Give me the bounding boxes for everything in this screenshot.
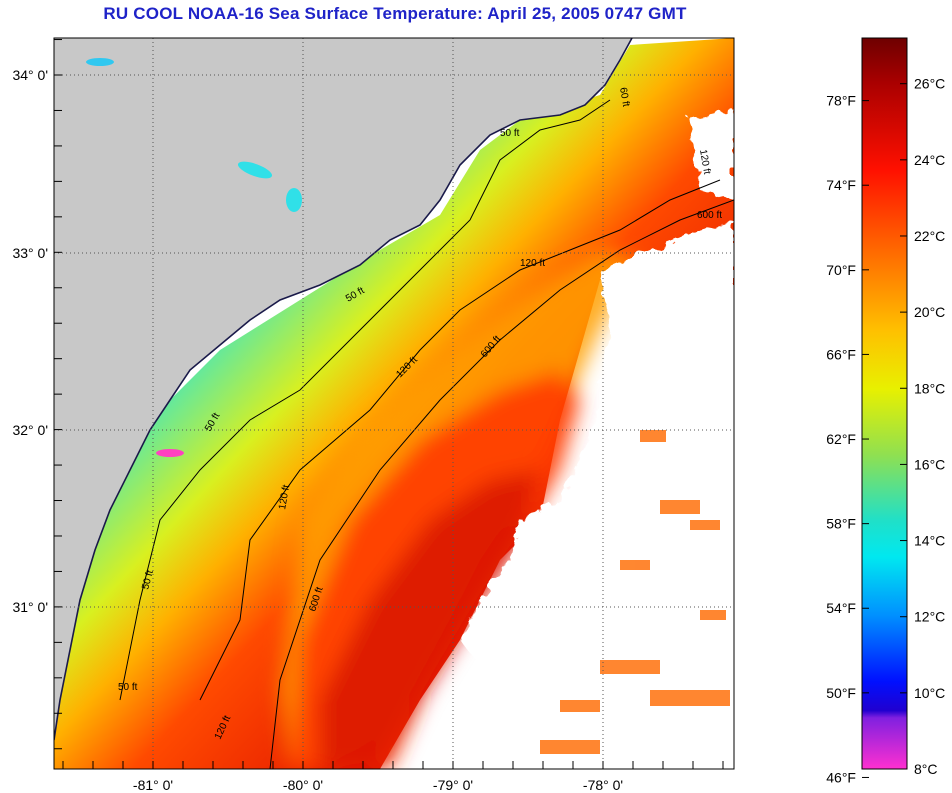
colorbar-ticks xyxy=(862,83,907,778)
graticule xyxy=(54,38,734,769)
longitude-labels: -81° 0' -80° 0' -79° 0' -78° 0' xyxy=(133,777,623,793)
fahrenheit-label: 66°F xyxy=(826,346,856,362)
fahrenheit-label: 50°F xyxy=(826,685,856,701)
contour-label: 50 ft xyxy=(140,569,156,591)
lon-label-81: -81° 0' xyxy=(133,777,173,793)
fahrenheit-label: 62°F xyxy=(826,431,856,447)
contour-label: 50 ft xyxy=(118,682,138,693)
land-mass xyxy=(54,38,632,740)
fahrenheit-label: 46°F xyxy=(826,769,856,785)
map-image xyxy=(54,38,734,769)
latitude-labels: 34° 0' 33° 0' 32° 0' 31° 0' xyxy=(12,67,48,615)
lat-label-34: 34° 0' xyxy=(12,67,48,83)
map-frame xyxy=(53,37,735,770)
colorbar-fahrenheit-labels: 78°F 74°F 70°F 66°F 62°F 58°F 54°F 50°F … xyxy=(826,93,856,786)
inland-lake xyxy=(86,58,114,66)
lat-label-31: 31° 0' xyxy=(12,599,48,615)
coastline xyxy=(54,38,633,741)
lon-label-80: -80° 0' xyxy=(283,777,323,793)
lat-label-33: 33° 0' xyxy=(12,245,48,261)
lon-label-79: -79° 0' xyxy=(433,777,473,793)
contour-label: 60 ft xyxy=(617,87,631,108)
colorbar xyxy=(861,37,908,770)
axis-ticks xyxy=(54,39,724,769)
fahrenheit-label: 54°F xyxy=(826,600,856,616)
contour-label: 120 ft xyxy=(277,484,292,511)
lat-label-32: 32° 0' xyxy=(12,422,48,438)
celsius-label: 12°C xyxy=(914,609,945,625)
fahrenheit-label: 78°F xyxy=(826,93,856,109)
fahrenheit-label: 70°F xyxy=(826,262,856,278)
celsius-label: 8°C xyxy=(914,761,938,777)
celsius-label: 14°C xyxy=(914,533,945,549)
bay-inlet xyxy=(156,449,184,457)
contour-label: 120 ft xyxy=(520,258,545,269)
celsius-label: 16°C xyxy=(914,456,945,472)
contour-label: 50 ft xyxy=(500,128,520,139)
contour-label: 600 ft xyxy=(697,210,722,221)
celsius-label: 26°C xyxy=(914,76,945,92)
celsius-label: 20°C xyxy=(914,304,945,320)
fahrenheit-label: 74°F xyxy=(826,177,856,193)
inland-lake xyxy=(237,161,273,179)
contour-label: 120 ft xyxy=(697,149,712,176)
gulf-stream xyxy=(280,250,640,769)
celsius-label: 10°C xyxy=(914,685,945,701)
cloud-cover xyxy=(460,110,734,769)
celsius-label: 18°C xyxy=(914,380,945,396)
cloud-gap-specks xyxy=(540,430,730,754)
colorbar-celsius-labels: 26°C 24°C 22°C 20°C 18°C 16°C 14°C 12°C … xyxy=(914,76,945,777)
celsius-label: 22°C xyxy=(914,228,945,244)
inland-lake xyxy=(286,188,302,212)
map-title: RU COOL NOAA-16 Sea Surface Temperature:… xyxy=(103,4,687,23)
depth-contours xyxy=(119,99,734,769)
fahrenheit-label: 58°F xyxy=(826,516,856,532)
lon-label-78: -78° 0' xyxy=(583,777,623,793)
celsius-label: 24°C xyxy=(914,152,945,168)
